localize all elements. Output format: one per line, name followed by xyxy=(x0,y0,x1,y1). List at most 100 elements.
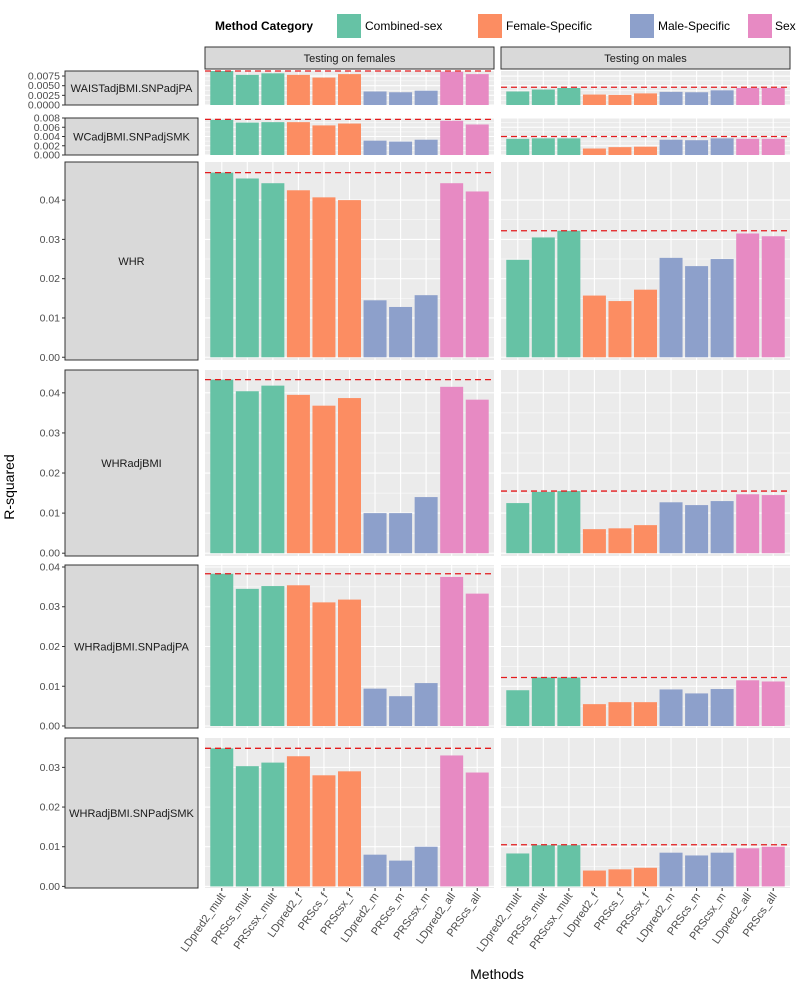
bar-ldpred2-m xyxy=(659,689,683,727)
bar-ldpred2-mult xyxy=(506,138,530,155)
y-tick-label: 0.008 xyxy=(34,113,60,125)
y-tick-label: 0.00 xyxy=(40,352,61,364)
row-strip-label: WHRadjBMI xyxy=(101,458,162,470)
column-strip-label: Testing on males xyxy=(604,53,687,65)
bar-prscs-f xyxy=(608,94,632,105)
row-strip-label: WHRadjBMI.SNPadjPA xyxy=(74,642,189,654)
bar-prscsx-f xyxy=(338,398,361,554)
bar-prscs-all xyxy=(761,495,785,554)
bar-prscs-f xyxy=(608,528,632,554)
bar-prscsx-m xyxy=(414,295,438,358)
bar-prscsx-f xyxy=(338,599,361,727)
bar-prscs-m xyxy=(389,306,413,358)
bar-prscs-mult xyxy=(235,178,259,358)
bar-ldpred2-f xyxy=(286,585,310,727)
row-strip xyxy=(64,117,199,156)
bar-prscsx-mult xyxy=(557,230,581,358)
column-strip xyxy=(204,46,495,70)
bar-prscs-f xyxy=(608,301,632,358)
legend-key-combined-sex xyxy=(337,14,361,38)
y-tick-label: 0.02 xyxy=(40,273,61,285)
bar-ldpred2-m xyxy=(659,91,683,105)
bar-ldpred2-all xyxy=(440,576,464,727)
bar-prscs-f xyxy=(312,775,336,887)
row-strip xyxy=(64,161,199,361)
bar-ldpred2-mult xyxy=(210,748,234,887)
row-strip-label: WHR xyxy=(118,256,144,268)
bar-prscs-m xyxy=(685,92,709,105)
y-tick-label: 0.00 xyxy=(40,721,61,733)
bar-prscsx-mult xyxy=(557,677,581,727)
bar-prscs-m xyxy=(685,505,709,554)
bar-ldpred2-f xyxy=(286,394,310,554)
bar-prscs-f xyxy=(312,197,336,358)
x-axis-title: Methods xyxy=(470,966,524,982)
y-tick-label: 0.01 xyxy=(40,312,61,324)
bar-ldpred2-m xyxy=(659,852,683,887)
bar-prscs-m xyxy=(685,266,709,358)
y-tick-label: 0.02 xyxy=(40,641,61,653)
bar-prscs-f xyxy=(312,602,336,727)
bar-prscs-m xyxy=(389,141,413,155)
bar-prscs-f xyxy=(312,405,336,554)
bar-prscsx-f xyxy=(338,74,361,105)
row-strip xyxy=(64,564,199,729)
bar-ldpred2-m xyxy=(659,139,683,155)
bar-prscs-all xyxy=(761,846,785,887)
y-tick-label: 0.006 xyxy=(34,122,60,134)
bar-ldpred2-m xyxy=(363,140,387,155)
y-tick-label: 0.02 xyxy=(40,802,61,814)
bar-ldpred2-mult xyxy=(506,503,530,554)
bar-ldpred2-f xyxy=(582,148,606,155)
bar-prscsx-f xyxy=(634,289,657,358)
bar-prscsx-f xyxy=(338,771,361,887)
bar-prscsx-m xyxy=(710,689,734,727)
bar-prscs-all xyxy=(761,236,785,358)
bar-prscsx-m xyxy=(710,259,734,358)
bar-prscs-mult xyxy=(531,138,555,155)
bar-ldpred2-all xyxy=(440,120,464,155)
bar-prscsx-mult xyxy=(557,491,581,554)
bar-ldpred2-f xyxy=(582,94,606,105)
bar-ldpred2-m xyxy=(363,513,387,554)
bar-prscs-all xyxy=(761,88,785,105)
bar-prscs-all xyxy=(761,681,785,727)
bar-ldpred2-mult xyxy=(210,119,234,155)
y-tick-label: 0.03 xyxy=(40,427,61,439)
bar-prscsx-mult xyxy=(261,183,285,358)
bar-prscsx-m xyxy=(414,683,438,727)
legend-title: Method Category xyxy=(215,19,313,33)
legend-label-male-specific: Male-Specific xyxy=(658,19,730,33)
bar-ldpred2-mult xyxy=(506,690,530,727)
y-tick-label: 0.01 xyxy=(40,841,61,853)
bar-prscsx-f xyxy=(634,867,657,887)
bar-ldpred2-f xyxy=(286,74,310,105)
bar-prscsx-m xyxy=(710,90,734,105)
bar-prscs-m xyxy=(685,693,709,727)
y-tick-label: 0.03 xyxy=(40,234,61,246)
bar-ldpred2-m xyxy=(363,91,387,105)
y-tick-label: 0.03 xyxy=(40,762,61,774)
y-tick-label: 0.00 xyxy=(40,548,61,560)
bar-prscsx-f xyxy=(634,525,657,554)
bar-prscs-mult xyxy=(531,677,555,727)
bar-prscs-m xyxy=(389,860,413,887)
bar-prscsx-mult xyxy=(261,385,285,554)
bar-prscsx-f xyxy=(338,200,361,358)
bar-prscsx-m xyxy=(710,852,734,887)
legend-key-female-specific xyxy=(478,14,502,38)
bar-prscs-mult xyxy=(531,845,555,887)
bar-prscsx-m xyxy=(414,846,438,887)
bar-prscs-mult xyxy=(235,122,259,155)
bar-ldpred2-mult xyxy=(210,172,234,358)
y-tick-label: 0.02 xyxy=(40,468,61,480)
bar-prscsx-mult xyxy=(261,122,285,155)
bar-ldpred2-f xyxy=(286,756,310,887)
bar-ldpred2-f xyxy=(286,122,310,155)
row-strip-label: WHRadjBMI.SNPadjSMK xyxy=(69,808,194,820)
y-tick-label: 0.0000 xyxy=(28,100,60,112)
bar-prscsx-m xyxy=(414,497,438,554)
bar-prscsx-f xyxy=(338,123,361,155)
row-strip-label: WCadjBMI.SNPadjSMK xyxy=(73,132,190,144)
